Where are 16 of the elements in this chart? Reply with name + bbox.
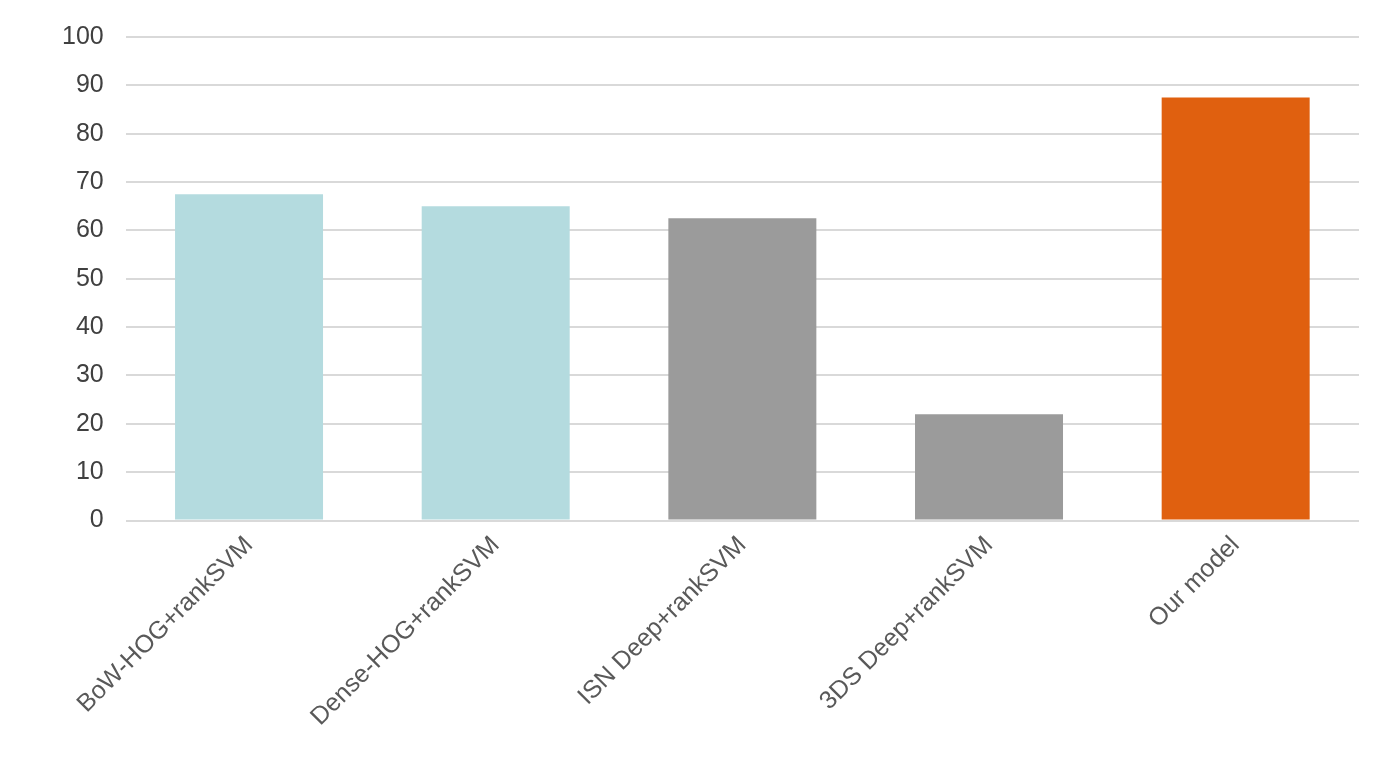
y-tick-label: 0 [89,504,104,533]
y-tick-label: 40 [75,311,104,339]
y-tick-label: 80 [75,117,104,146]
bar [668,218,817,520]
bar [175,194,324,520]
bar [421,206,570,520]
bar [1161,97,1310,520]
y-tick-label: 50 [75,262,104,291]
y-tick-label: 100 [61,20,104,49]
y-tick-label: 10 [75,456,104,485]
y-tick-label: 20 [75,407,104,436]
y-tick-label: 30 [75,359,104,388]
y-tick-label: 60 [75,214,104,243]
bar [915,414,1064,520]
y-tick-label: 90 [75,69,104,98]
y-tick-label: 70 [75,165,104,194]
